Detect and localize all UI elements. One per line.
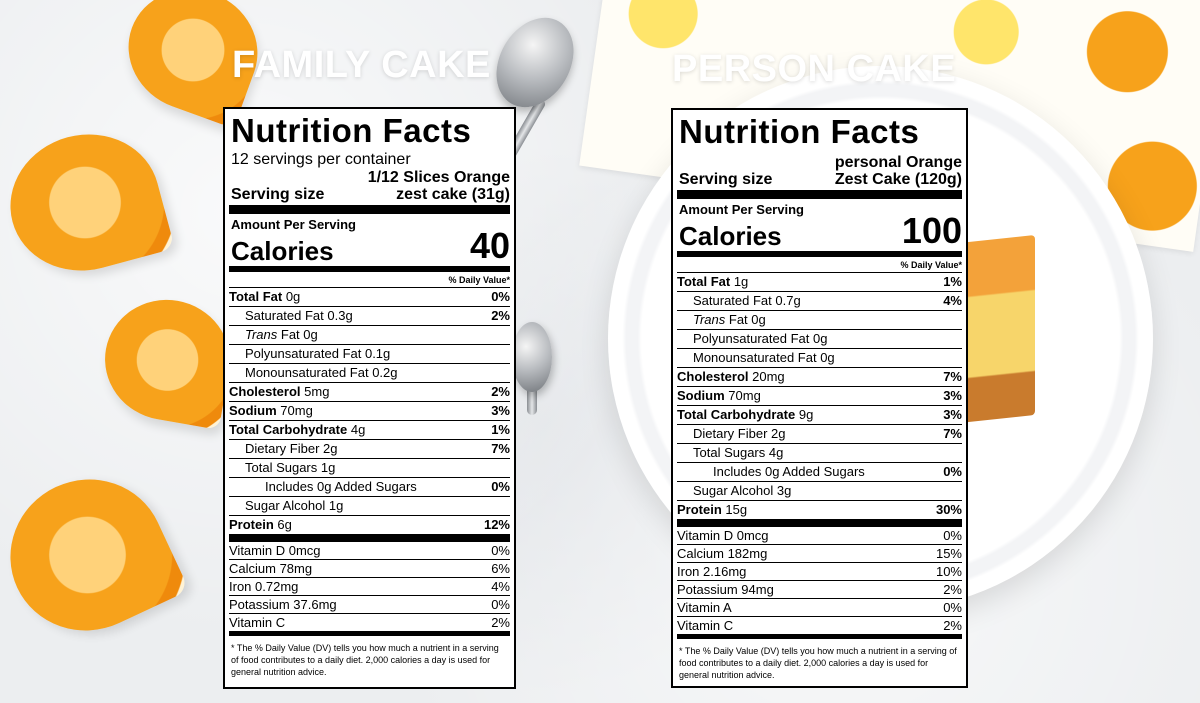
serving-size-row: Serving size personal Orange Zest Cake (… (677, 154, 962, 199)
nutrition-label-family: Nutrition Facts 12 servings per containe… (223, 107, 516, 689)
label-title: Nutrition Facts (231, 112, 472, 149)
serving-size-label: Serving size (679, 171, 773, 188)
serving-size-label: Serving size (231, 186, 325, 203)
nutrient-row: Total Carbohydrate 9g 3% (677, 406, 962, 425)
daily-value-header: % Daily Value* (677, 257, 962, 273)
spoon-handle (527, 385, 537, 415)
calories-value: 40 (469, 225, 510, 266)
nutrient-row: Polyunsaturated Fat 0.1g (229, 345, 510, 364)
nutrient-row: Cholesterol 5mg 2% (229, 383, 510, 402)
vitamin-row: Iron 0.72mg 4% (229, 579, 510, 596)
vitamin-row: Calcium 182mg 15% (677, 546, 962, 563)
nutrient-row: Total Fat 0g 0% (229, 288, 510, 307)
nutrient-row: Sodium 70mg 3% (229, 402, 510, 421)
label-title: Nutrition Facts (679, 113, 920, 150)
nutrient-row: Sugar Alcohol 1g (229, 497, 510, 516)
orange-wedge (0, 454, 190, 656)
footnote: * The % Daily Value (DV) tells you how m… (231, 643, 499, 677)
nutrient-row: Monounsaturated Fat 0g (677, 349, 962, 368)
nutrient-row: Sodium 70mg 3% (677, 387, 962, 406)
nutrition-label-person: Nutrition Facts Serving size personal Or… (671, 108, 968, 688)
nutrient-row: Sugar Alcohol 3g (677, 482, 962, 501)
nutrient-row: Dietary Fiber 2g 7% (229, 440, 510, 459)
vitamin-row: Vitamin D 0mcg 0% (677, 528, 962, 545)
vitamin-row: Vitamin C 2% (677, 617, 962, 639)
nutrient-row: Includes 0g Added Sugars 0% (229, 478, 510, 497)
nutrient-row: Total Carbohydrate 4g 1% (229, 421, 510, 440)
orange-wedge (95, 290, 240, 430)
nutrient-row: Total Sugars 1g (229, 459, 510, 478)
nutrient-row: Dietary Fiber 2g 7% (677, 425, 962, 444)
amount-per-serving: Amount Per Serving (679, 202, 804, 217)
person-cake-heading: PERSON CAKE (672, 48, 957, 90)
spoon (512, 322, 552, 392)
orange-wedge (0, 117, 175, 288)
calories-row: Calories 100 (677, 211, 962, 257)
nutrient-row: Monounsaturated Fat 0.2g (229, 364, 510, 383)
amount-per-serving: Amount Per Serving (231, 217, 356, 232)
vitamin-row: Calcium 78mg 6% (229, 561, 510, 578)
vitamin-row: Iron 2.16mg 10% (677, 564, 962, 581)
calories-label: Calories (679, 221, 782, 251)
nutrient-row: Cholesterol 20mg 7% (677, 368, 962, 387)
nutrient-row: Protein 6g 12% (229, 516, 510, 542)
nutrient-row: Trans Fat 0g (677, 311, 962, 330)
nutrient-row: Saturated Fat 0.7g 4% (677, 292, 962, 311)
serving-size-row: Serving size 1/12 Slices Orange zest cak… (229, 169, 510, 214)
serving-size-value: 1/12 Slices Orange zest cake (31g) (367, 169, 510, 203)
nutrient-row: Trans Fat 0g (229, 326, 510, 345)
nutrient-row: Polyunsaturated Fat 0g (677, 330, 962, 349)
calories-value: 100 (901, 210, 962, 251)
serving-size-value: personal Orange Zest Cake (120g) (834, 154, 962, 188)
spoon (480, 3, 590, 122)
nutrient-row: Includes 0g Added Sugars 0% (677, 463, 962, 482)
calories-row: Calories 40 (229, 226, 510, 272)
vitamin-row: Potassium 37.6mg 0% (229, 597, 510, 614)
nutrient-row: Total Sugars 4g (677, 444, 962, 463)
nutrient-row: Saturated Fat 0.3g 2% (229, 307, 510, 326)
nutrient-row: Protein 15g 30% (677, 501, 962, 527)
calories-label: Calories (231, 236, 334, 266)
family-cake-heading: FAMILY CAKE (232, 44, 491, 86)
daily-value-header: % Daily Value* (229, 272, 510, 288)
vitamin-row: Vitamin A 0% (677, 600, 962, 617)
vitamin-row: Vitamin C 2% (229, 614, 510, 636)
servings-per-container: 12 servings per container (231, 151, 411, 168)
footnote: * The % Daily Value (DV) tells you how m… (679, 646, 957, 680)
vitamin-row: Vitamin D 0mcg 0% (229, 543, 510, 560)
vitamin-row: Potassium 94mg 2% (677, 582, 962, 599)
nutrient-row: Total Fat 1g 1% (677, 273, 962, 292)
